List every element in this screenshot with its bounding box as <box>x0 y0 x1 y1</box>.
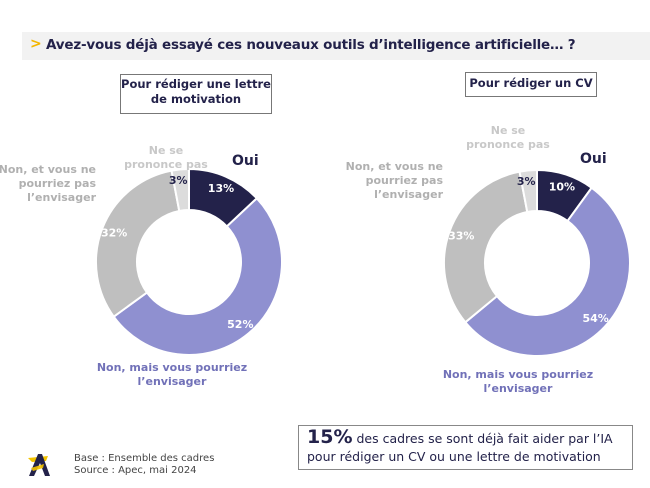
chevron-right-icon: > <box>30 36 42 52</box>
callout-line2: pour rédiger un CV ou une lettre de moti… <box>307 449 601 464</box>
label-line: Non, et vous ne <box>345 160 443 173</box>
chart-title-cv: Pour rédiger un CV <box>465 72 597 97</box>
label-line: pourriez pas <box>18 177 96 190</box>
chart-title-lettre-line1: Pour rédiger une lettre <box>121 77 271 91</box>
label-ne-se-prononce-left: Ne se prononce pas <box>106 144 226 172</box>
label-ne-se-prononce-right: Ne se prononce pas <box>448 124 568 152</box>
label-line: l’envisager <box>27 191 96 204</box>
footer-base: Base : Ensemble des cadres <box>74 453 215 464</box>
label-oui-left: Oui <box>232 153 259 169</box>
footer-source-line: Source : Apec, mai 2024 <box>74 465 197 476</box>
donut-slice-ne-se-prononce <box>170 167 190 213</box>
label-line: l’envisager <box>137 375 207 388</box>
label-line: Non, mais vous pourriez <box>96 361 248 374</box>
donut-slice-non-pas <box>95 169 181 319</box>
label-line: Ne se <box>148 144 184 157</box>
label-line: Ne se <box>490 124 526 137</box>
footer-source: Base : Ensemble des cadres Source : Apec… <box>74 453 214 477</box>
label-non-mais-right: Non, mais vous pourriez l’envisager <box>428 368 608 396</box>
donut-slice-non-mais <box>112 196 283 356</box>
label-line: Non, mais vous pourriez <box>442 368 594 381</box>
label-oui-right: Oui <box>580 151 607 167</box>
callout-box: 15% des cadres se sont déjà fait aider p… <box>298 425 633 470</box>
label-non-pas-left: Non, et vous ne pourriez pas l’envisager <box>0 163 96 205</box>
donut-slice-non-mais <box>463 186 631 357</box>
label-line: prononce pas <box>466 138 550 151</box>
label-non-mais-left: Non, mais vous pourriez l’envisager <box>82 361 262 389</box>
data-label-non-pas: 32% <box>101 226 127 239</box>
page-title: Avez-vous déjà essayé ces nouveaux outil… <box>46 37 576 53</box>
data-label-non-mais: 54% <box>583 312 609 325</box>
donut-slice-non-pas <box>443 170 529 324</box>
title-bar: > Avez-vous déjà essayé ces nouveaux out… <box>22 32 650 60</box>
data-label-ne-se-prononce: 3% <box>517 175 536 188</box>
data-label-oui: 13% <box>208 182 234 195</box>
callout-percent: 15% <box>307 426 353 448</box>
label-line: prononce pas <box>124 158 208 171</box>
apec-logo-icon <box>28 454 50 476</box>
label-line: pourriez pas <box>365 174 443 187</box>
data-label-oui: 10% <box>549 180 575 193</box>
data-label-non-mais: 52% <box>227 318 253 331</box>
callout-line1: des cadres se sont déjà fait aider par l… <box>352 431 613 446</box>
label-line: l’envisager <box>374 188 443 201</box>
chart-title-lettre-line2: de motivation <box>150 92 242 106</box>
label-line: l’envisager <box>483 382 553 395</box>
donut-slice-ne-se-prononce <box>518 168 538 214</box>
chart-title-lettre: Pour rédiger une lettre de motivation <box>120 74 272 114</box>
label-line: Non, et vous ne <box>0 163 96 176</box>
data-label-non-pas: 33% <box>448 230 474 243</box>
label-non-pas-right: Non, et vous ne pourriez pas l’envisager <box>323 160 443 202</box>
data-label-ne-se-prononce: 3% <box>169 174 188 187</box>
